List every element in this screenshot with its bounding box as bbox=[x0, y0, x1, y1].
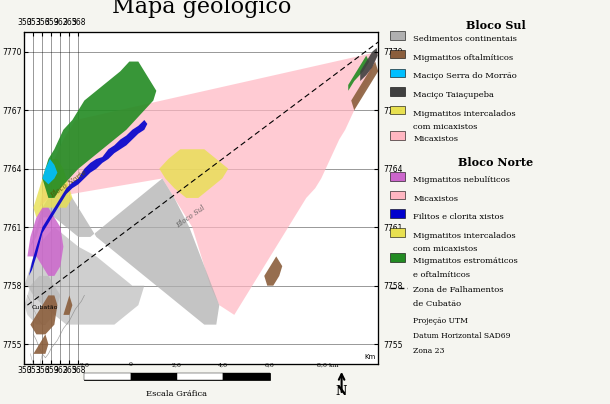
Polygon shape bbox=[24, 227, 145, 325]
Text: Migmatitos intercalados: Migmatitos intercalados bbox=[414, 232, 516, 240]
Text: Cubatão: Cubatão bbox=[32, 305, 59, 310]
Bar bbox=[223, 373, 270, 380]
Polygon shape bbox=[30, 295, 57, 335]
Text: Migmatitos nebulíticos: Migmatitos nebulíticos bbox=[414, 176, 510, 184]
Text: 4,0: 4,0 bbox=[218, 362, 228, 367]
Text: Km: Km bbox=[364, 354, 375, 360]
Text: Zona de Falhamentos: Zona de Falhamentos bbox=[414, 286, 504, 294]
Text: Filitos e clorita xistos: Filitos e clorita xistos bbox=[414, 213, 504, 221]
Bar bbox=[84, 373, 131, 380]
Polygon shape bbox=[361, 48, 378, 81]
Text: 2,0: 2,0 bbox=[79, 362, 89, 367]
Bar bbox=[390, 253, 404, 262]
Text: e oftalmíticos: e oftalmíticos bbox=[414, 271, 470, 279]
Text: Zona 23: Zona 23 bbox=[414, 347, 445, 355]
Bar bbox=[390, 209, 404, 218]
Polygon shape bbox=[27, 208, 63, 276]
Text: 6,0: 6,0 bbox=[265, 362, 274, 367]
Text: Bloco Sul: Bloco Sul bbox=[466, 20, 525, 31]
Bar bbox=[390, 228, 404, 236]
Bar bbox=[390, 191, 404, 199]
Text: 0: 0 bbox=[129, 362, 132, 367]
Text: Projeção UTM: Projeção UTM bbox=[414, 317, 468, 325]
Text: Migmatitos estromáticos: Migmatitos estromáticos bbox=[414, 257, 518, 265]
Bar bbox=[390, 69, 404, 77]
Text: Migmatitos oftalmíticos: Migmatitos oftalmíticos bbox=[414, 54, 514, 62]
Text: 8,0 km: 8,0 km bbox=[317, 362, 339, 367]
Bar bbox=[390, 106, 404, 114]
Polygon shape bbox=[24, 276, 60, 325]
Polygon shape bbox=[159, 149, 228, 198]
Polygon shape bbox=[264, 257, 282, 286]
Bar bbox=[390, 172, 404, 181]
Text: Escala Gráfica: Escala Gráfica bbox=[146, 390, 207, 398]
Text: 2,0: 2,0 bbox=[172, 362, 182, 367]
Polygon shape bbox=[348, 56, 369, 91]
Title: Mapa geológico: Mapa geológico bbox=[112, 0, 291, 18]
Bar bbox=[390, 50, 404, 59]
Text: Bloco Sul: Bloco Sul bbox=[174, 204, 206, 229]
Text: Micaxistos: Micaxistos bbox=[414, 195, 458, 203]
Bar bbox=[390, 131, 404, 139]
Polygon shape bbox=[34, 159, 73, 217]
Polygon shape bbox=[63, 295, 73, 315]
Text: Bloco Norte: Bloco Norte bbox=[48, 169, 88, 200]
Text: Bloco Norte: Bloco Norte bbox=[458, 158, 533, 168]
Text: Sedimentos continentais: Sedimentos continentais bbox=[414, 35, 517, 43]
Polygon shape bbox=[40, 52, 378, 315]
Text: de Cubatão: de Cubatão bbox=[414, 300, 461, 308]
Polygon shape bbox=[30, 179, 219, 325]
Text: com micaxistos: com micaxistos bbox=[414, 246, 478, 253]
Text: com micaxistos: com micaxistos bbox=[414, 123, 478, 131]
Bar bbox=[131, 373, 177, 380]
Text: Micaxistos: Micaxistos bbox=[414, 135, 458, 143]
Text: Datum Horizontal SAD69: Datum Horizontal SAD69 bbox=[414, 332, 511, 340]
Bar bbox=[390, 87, 404, 96]
Text: N: N bbox=[336, 385, 347, 398]
Bar bbox=[84, 373, 270, 380]
Polygon shape bbox=[42, 159, 57, 184]
Polygon shape bbox=[42, 61, 156, 198]
Polygon shape bbox=[34, 335, 48, 354]
Bar bbox=[390, 32, 404, 40]
Bar bbox=[177, 373, 223, 380]
Polygon shape bbox=[351, 61, 378, 110]
Text: Maciço Serra do Morrão: Maciço Serra do Morrão bbox=[414, 72, 517, 80]
Polygon shape bbox=[29, 120, 148, 276]
Text: Maciço Taiaçupeba: Maciço Taiaçupeba bbox=[414, 91, 494, 99]
Text: Migmatitos intercalados: Migmatitos intercalados bbox=[414, 110, 516, 118]
